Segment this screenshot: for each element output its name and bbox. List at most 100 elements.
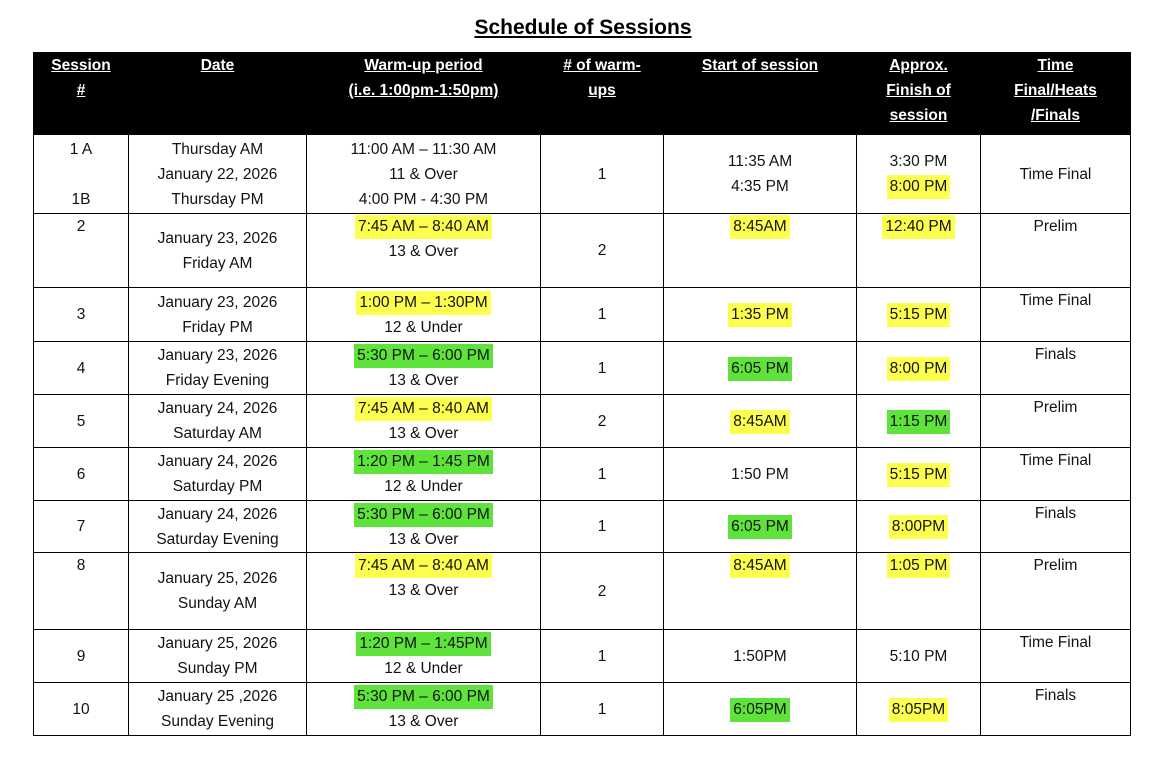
cell-line: January 25, 2026 (157, 570, 278, 587)
column-header-start-of-session: Start of session (663, 52, 857, 135)
cell-line: 1 A (69, 140, 93, 158)
session-row: 5 January 24, 2026 Saturday AM 7:45 AM – 8:… (33, 394, 1131, 448)
cell-line: 8:05PM (858, 697, 980, 722)
cell-finish: 8:05PM (856, 682, 981, 736)
cell-line: 1 (597, 359, 607, 377)
cell-line: January 25, 2026 (157, 635, 278, 652)
column-header-line: Session (51, 57, 111, 74)
cell-line: Saturday Evening (156, 530, 279, 548)
cell-line: Friday PM (182, 318, 253, 336)
column-header-warmup-period: Warm-up period (i.e. 1:00pm-1:50pm) (306, 52, 541, 135)
column-header-line: session (889, 107, 948, 124)
cell-line: Sunday AM (177, 595, 258, 612)
yellow-highlight: 1:00 PM – 1:30PM (356, 290, 491, 315)
column-header-line: /Finals (1030, 107, 1081, 124)
cell-start: 8:45AM (663, 552, 857, 630)
cell-start: 8:45AM (663, 394, 857, 448)
cell-count: 1 (540, 287, 664, 342)
cell-start: 1:50PM (663, 629, 857, 683)
column-header-num-warmups: # of warm-ups (540, 52, 664, 135)
column-header-approx-finish: Approx. Finish of session (856, 52, 981, 135)
yellow-highlight: 5:15 PM (886, 303, 951, 327)
cell-date: January 24, 2026 Saturday PM (128, 447, 307, 501)
cell-finish: 8:00 PM (856, 341, 981, 395)
yellow-highlight: 8:00 PM (886, 175, 951, 199)
cell-line: 7:45 AM – 8:40 AM (308, 396, 540, 421)
cell-count: 2 (540, 552, 664, 630)
cell-date: January 25, 2026 Sunday PM (128, 629, 307, 683)
cell-line: 13 & Over (388, 372, 459, 389)
cell-line: 3:30 PM (889, 153, 948, 170)
cell-line: Finals (1034, 346, 1077, 363)
page-title: Schedule of Sessions (474, 16, 692, 39)
yellow-highlight: 1:35 PM (728, 303, 792, 327)
cell-line: 1:20 PM – 1:45PM (308, 631, 540, 656)
cell-finish: 1:15 PM (856, 394, 981, 448)
cell-count: 1 (540, 341, 664, 395)
cell-type: Finals (980, 500, 1131, 553)
yellow-highlight: 12:40 PM (882, 215, 955, 239)
cell-start: 1:50 PM (663, 447, 857, 501)
cell-count: 1 (540, 629, 664, 683)
cell-line: 11:00 AM – 11:30 AM (350, 140, 497, 158)
session-row: 9 January 25, 2026 Sunday PM 1:20 PM – 1:45… (33, 629, 1131, 683)
cell-session: 1 A 1B (33, 134, 129, 214)
cell-count: 2 (540, 213, 664, 288)
yellow-highlight: 7:45 AM – 8:40 AM (355, 397, 492, 421)
column-header-line: # of warm- (563, 57, 641, 74)
cell-warmup: 1:00 PM – 1:30PM 12 & Under (306, 287, 541, 342)
green-highlight: 6:05 PM (728, 515, 792, 539)
column-header-line: Approx. (889, 57, 948, 74)
cell-line: Time Final (1019, 634, 1092, 651)
cell-finish: 5:15 PM (856, 287, 981, 342)
cell-line: 5:10 PM (889, 647, 948, 665)
cell-line: Sunday Evening (161, 713, 274, 730)
cell-line: 8:45AM (665, 215, 856, 239)
cell-line: 1:05 PM (858, 554, 980, 578)
cell-line: 1 (597, 165, 607, 183)
cell-line: Finals (1034, 687, 1077, 704)
cell-finish: 5:15 PM (856, 447, 981, 501)
yellow-highlight: 5:15 PM (886, 462, 951, 487)
green-highlight: 1:20 PM – 1:45PM (356, 632, 491, 656)
cell-date: January 23, 2026 Friday AM (128, 213, 307, 288)
cell-line: 5:15 PM (858, 462, 980, 487)
green-highlight: 6:05 PM (728, 356, 792, 381)
table-header-section: Session # Date Warm-up period (i.e. 1:00pm-1… (33, 52, 1131, 135)
cell-count: 2 (540, 394, 664, 448)
cell-line: 1 (597, 700, 607, 718)
cell-session: 4 (33, 341, 129, 395)
cell-line: 8:00 PM (858, 356, 980, 381)
cell-session: 6 (33, 447, 129, 501)
cell-line: January 24, 2026 (157, 400, 278, 417)
cell-line: 2 (597, 242, 607, 259)
cell-type: Time Final (980, 447, 1131, 501)
table-body: 1 A 1B Thursday AM January 22, 2026 Thursday… (33, 134, 1131, 736)
cell-line: January 23, 2026 (157, 229, 278, 247)
column-header-date: Date (128, 52, 307, 135)
cell-line: 8:00 PM (858, 174, 980, 199)
cell-line: 12 & Under (384, 318, 463, 336)
cell-count: 1 (540, 134, 664, 214)
yellow-highlight: 8:00PM (888, 515, 949, 539)
cell-line: Time Final (1019, 292, 1092, 309)
cell-line: 7 (76, 518, 86, 535)
cell-line: 6:05PM (665, 697, 856, 722)
cell-line: Friday AM (182, 254, 253, 272)
cell-warmup: 7:45 AM – 8:40 AM 13 & Over (306, 394, 541, 448)
cell-count: 1 (540, 447, 664, 501)
cell-line: 1:50 PM (731, 465, 789, 483)
cell-type: Time Final (980, 134, 1131, 214)
cell-start: 6:05PM (663, 682, 857, 736)
cell-line: 1 (597, 647, 607, 665)
session-row: 3 January 23, 2026 Friday PM 1:00 PM – 1:30… (33, 287, 1131, 342)
cell-session: 9 (33, 629, 129, 683)
cell-line: 13 & Over (388, 425, 459, 442)
cell-session: 10 (33, 682, 129, 736)
cell-line: 11:35 AM (727, 153, 793, 170)
cell-line: 1:35 PM (665, 302, 856, 327)
cell-line: January 23, 2026 (157, 293, 278, 311)
cell-line: 1 (597, 518, 607, 535)
cell-line: 4:35 PM (731, 178, 789, 195)
session-row: 2 January 23, 2026 Friday AM 7:45 AM – 8:40… (33, 213, 1131, 288)
